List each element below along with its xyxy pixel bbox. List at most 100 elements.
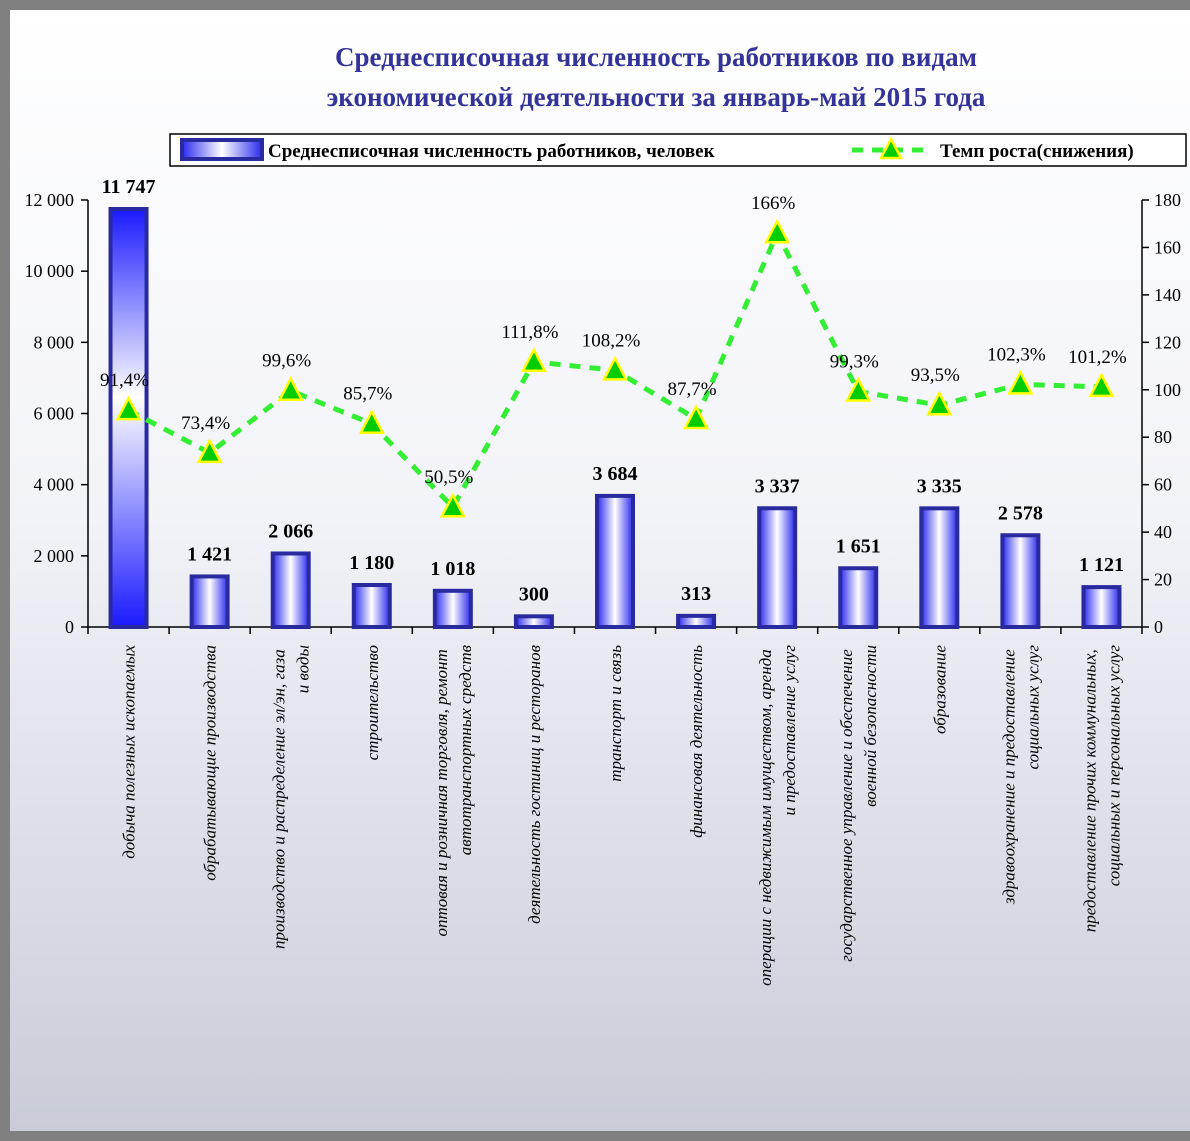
bar bbox=[108, 207, 149, 629]
y-tick-label: 8 000 bbox=[34, 332, 75, 352]
legend-label: Темп роста(снижения) bbox=[940, 141, 1134, 162]
line-marker bbox=[196, 438, 223, 464]
x-tick-label-line: образование bbox=[930, 645, 949, 734]
line-marker bbox=[601, 355, 629, 381]
y-tick-label: 12 000 bbox=[25, 190, 75, 210]
bar bbox=[1000, 533, 1041, 630]
x-tick-label: здравоохранение и предоставление социаль… bbox=[999, 645, 1042, 905]
y-tick-label: 6 000 bbox=[34, 404, 75, 424]
line-value-label: 50,5% bbox=[424, 467, 473, 488]
line-value-label: 93,5% bbox=[911, 365, 960, 386]
line-marker bbox=[1007, 369, 1034, 395]
x-tick-label: деятельность гостиниц и ресторанов bbox=[525, 644, 544, 924]
bar-value-label: 3 337 bbox=[755, 475, 800, 497]
bar-value-label: 3 335 bbox=[917, 475, 962, 497]
line-value-label: 166% bbox=[751, 193, 796, 214]
line-marker bbox=[358, 409, 385, 434]
line-value-label: 87,7% bbox=[668, 379, 717, 400]
x-tick-label-line: обрабатывающие производства bbox=[201, 645, 220, 881]
bar bbox=[919, 506, 960, 630]
bar-value-label: 313 bbox=[681, 583, 711, 605]
y2-tick-label: 0 bbox=[1154, 617, 1163, 637]
chart-title: Среднесписочная численность работников п… bbox=[335, 42, 977, 72]
line-value-label: 73,4% bbox=[181, 413, 230, 434]
bar bbox=[513, 614, 554, 630]
bar-value-label: 3 684 bbox=[593, 463, 638, 485]
x-tick-label-line: деятельность гостиниц и ресторанов bbox=[525, 644, 544, 924]
bar bbox=[351, 583, 392, 629]
x-tick-label-line: и предоставление услуг bbox=[780, 645, 799, 816]
x-tick-label-line: добыча полезных ископаемых bbox=[120, 645, 139, 859]
x-tick-label-line: государственное управление и обеспечение bbox=[837, 645, 856, 962]
x-tick-label: предоставление прочих коммунальных, соци… bbox=[1080, 645, 1123, 933]
x-tick-label-line: производство и распределение эл/эн, газа bbox=[270, 645, 289, 949]
line-value-label: 85,7% bbox=[343, 384, 392, 405]
bar-value-label: 1 651 bbox=[836, 535, 881, 557]
line-value-label: 108,2% bbox=[582, 330, 641, 351]
bar bbox=[189, 574, 230, 630]
x-tick-label-line: операции с недвижимым имуществом, аренда bbox=[756, 645, 775, 986]
line-marker bbox=[115, 395, 142, 421]
line-marker bbox=[520, 347, 547, 373]
bar-value-label: 11 747 bbox=[102, 176, 156, 198]
line-marker bbox=[277, 376, 304, 401]
x-tick-label-line: строительство bbox=[363, 645, 382, 760]
x-tick-label: строительство bbox=[363, 645, 382, 760]
chart-title: экономической деятельности за январь-май… bbox=[327, 82, 986, 112]
bar bbox=[757, 506, 798, 630]
legend-swatch bbox=[180, 138, 264, 161]
y2-tick-label: 80 bbox=[1154, 427, 1172, 447]
line-value-label: 99,6% bbox=[262, 351, 311, 372]
y2-tick-label: 20 bbox=[1154, 570, 1172, 590]
line-marker bbox=[764, 218, 791, 244]
line-marker bbox=[1088, 372, 1115, 398]
x-tick-label-line: предоставление прочих коммунальных, bbox=[1080, 645, 1099, 932]
bar bbox=[838, 566, 879, 629]
x-tick-label-line: военной безопасности bbox=[861, 645, 880, 807]
bar-value-label: 1 421 bbox=[187, 543, 232, 565]
x-tick-label-line: здравоохранение и предоставление bbox=[999, 645, 1018, 905]
bar bbox=[432, 588, 473, 630]
x-tick-label-line: оптовая и розничная торговля, ремонт bbox=[432, 645, 451, 937]
x-tick-label: добыча полезных ископаемых bbox=[120, 645, 139, 859]
y2-tick-label: 180 bbox=[1154, 190, 1181, 210]
line-marker bbox=[845, 376, 872, 402]
y2-tick-label: 60 bbox=[1154, 475, 1172, 495]
line-value-label: 101,2% bbox=[1068, 347, 1127, 368]
y2-tick-label: 100 bbox=[1154, 380, 1181, 400]
y-tick-label: 10 000 bbox=[25, 261, 75, 281]
line-value-label: 111,8% bbox=[501, 322, 558, 343]
x-tick-label: финансовая деятельность bbox=[687, 645, 706, 838]
bar bbox=[1081, 585, 1122, 629]
y-tick-label: 2 000 bbox=[34, 546, 75, 566]
legend-box bbox=[169, 133, 1187, 167]
legend-marker bbox=[878, 136, 904, 160]
x-tick-label: оптовая и розничная торговля, ремонт авт… bbox=[432, 644, 475, 936]
bar-value-label: 300 bbox=[519, 583, 549, 605]
line-value-label: 102,3% bbox=[987, 344, 1046, 365]
bar-value-label: 1 180 bbox=[349, 552, 394, 574]
x-tick-label: государственное управление и обеспечение… bbox=[837, 645, 880, 962]
bar bbox=[595, 493, 635, 630]
x-tick-label: операции с недвижимым имуществом, аренда… bbox=[756, 645, 799, 986]
x-tick-label-line: транспорт и связь bbox=[606, 645, 625, 782]
legend-label: Среднесписочная численность работников, … bbox=[268, 141, 715, 162]
y2-tick-label: 120 bbox=[1154, 332, 1181, 352]
x-tick-label: обрабатывающие производства bbox=[201, 645, 220, 881]
x-tick-label: производство и распределение эл/эн, газа… bbox=[270, 645, 313, 949]
x-tick-label-line: социальных услуг bbox=[1023, 645, 1042, 770]
x-tick-label-line: социальных и персональных услуг bbox=[1104, 645, 1123, 887]
x-tick-label-line: и воды bbox=[294, 645, 313, 693]
x-tick-label-line: финансовая деятельность bbox=[687, 645, 706, 838]
bar-value-label: 2 578 bbox=[998, 502, 1043, 524]
y2-tick-label: 160 bbox=[1154, 237, 1181, 257]
line-marker bbox=[683, 404, 710, 430]
x-tick-label: образование bbox=[930, 645, 949, 734]
bar-value-label: 1 018 bbox=[430, 558, 475, 580]
line-value-label: 99,3% bbox=[830, 351, 879, 372]
line-value-label: 91,4% bbox=[100, 370, 149, 391]
bar-value-label: 2 066 bbox=[268, 520, 313, 542]
bar bbox=[270, 551, 311, 630]
